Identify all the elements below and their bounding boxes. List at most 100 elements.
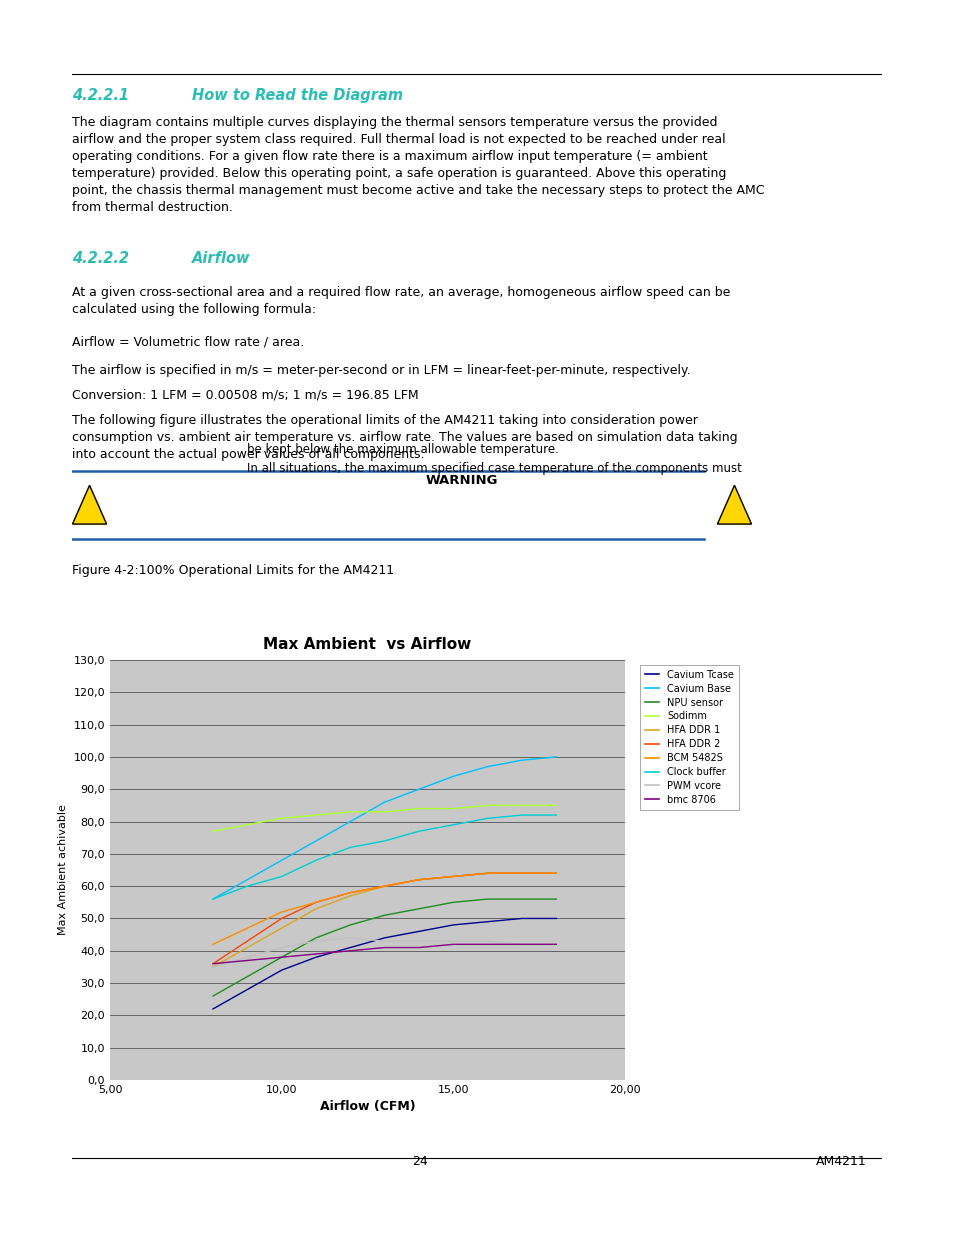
Clock buffer	[310, 853, 321, 868]
HFA DDR 2	[344, 885, 355, 900]
BCM 5482S	[447, 869, 458, 884]
HFA DDR 2	[241, 934, 253, 948]
NPU sensor	[447, 895, 458, 910]
Clock buffer	[413, 824, 424, 839]
BCM 5482S	[516, 866, 527, 881]
Cavium Base	[550, 750, 561, 764]
NPU sensor	[516, 892, 527, 906]
PWM vcore	[378, 934, 390, 948]
Text: The following figure illustrates the operational limits of the AM4211 taking int: The following figure illustrates the ope…	[71, 414, 737, 461]
Text: 4: 4	[86, 503, 92, 513]
Cavium Base	[516, 753, 527, 768]
Text: 24: 24	[412, 1155, 428, 1168]
Line: BCM 5482S: BCM 5482S	[213, 873, 556, 945]
HFA DDR 1	[516, 866, 527, 881]
Sodimm	[516, 798, 527, 813]
NPU sensor	[241, 969, 253, 984]
Cavium Tcase	[550, 911, 561, 926]
bmc 8706	[275, 950, 287, 965]
BCM 5482S	[481, 866, 493, 881]
HFA DDR 1	[275, 921, 287, 936]
Sodimm	[241, 818, 253, 832]
Cavium Base	[481, 760, 493, 774]
Polygon shape	[717, 485, 751, 524]
PWM vcore	[516, 937, 527, 952]
Cavium Tcase	[481, 914, 493, 929]
NPU sensor	[378, 908, 390, 923]
bmc 8706	[344, 944, 355, 958]
Sodimm	[378, 804, 390, 819]
Text: be kept below the maximum allowable temperature.: be kept below the maximum allowable temp…	[246, 443, 558, 456]
bmc 8706	[516, 937, 527, 952]
HFA DDR 2	[275, 911, 287, 926]
PWM vcore	[447, 934, 458, 948]
Title: Max Ambient  vs Airflow: Max Ambient vs Airflow	[263, 637, 471, 652]
bmc 8706	[310, 946, 321, 961]
HFA DDR 2	[516, 866, 527, 881]
Text: In all situations, the maximum specified case temperature of the components must: In all situations, the maximum specified…	[246, 462, 740, 474]
Text: Airflow: Airflow	[192, 251, 250, 266]
Text: Figure 4-2:100% Operational Limits for the AM4211: Figure 4-2:100% Operational Limits for t…	[71, 563, 394, 577]
Text: Airflow = Volumetric flow rate / area.: Airflow = Volumetric flow rate / area.	[71, 336, 303, 348]
Line: PWM vcore: PWM vcore	[213, 937, 556, 967]
PWM vcore	[550, 937, 561, 952]
PWM vcore	[207, 960, 218, 974]
Sodimm	[413, 802, 424, 816]
HFA DDR 1	[310, 902, 321, 916]
HFA DDR 2	[310, 895, 321, 910]
Text: www.kontron.com: www.kontron.com	[739, 1203, 880, 1218]
PWM vcore	[481, 934, 493, 948]
Text: At a given cross-sectional area and a required flow rate, an average, homogeneou: At a given cross-sectional area and a re…	[71, 285, 729, 316]
Clock buffer	[481, 811, 493, 826]
Cavium Tcase	[207, 1002, 218, 1016]
Cavium Tcase	[344, 940, 355, 955]
PWM vcore	[413, 934, 424, 948]
Cavium Tcase	[447, 918, 458, 932]
HFA DDR 1	[207, 960, 218, 974]
Cavium Tcase	[516, 911, 527, 926]
Cavium Tcase	[413, 924, 424, 939]
Text: The airflow is specified in m/s = meter-per-second or in LFM = linear-feet-per-m: The airflow is specified in m/s = meter-…	[71, 363, 689, 377]
BCM 5482S	[413, 872, 424, 887]
Text: Conversion: 1 LFM = 0.00508 m/s; 1 m/s = 196.85 LFM: Conversion: 1 LFM = 0.00508 m/s; 1 m/s =…	[71, 389, 417, 401]
X-axis label: Airflow (CFM): Airflow (CFM)	[319, 1100, 415, 1114]
Y-axis label: Max Ambient achivable: Max Ambient achivable	[58, 804, 68, 935]
Cavium Base	[378, 795, 390, 810]
Polygon shape	[72, 485, 107, 524]
Cavium Base	[241, 872, 253, 887]
Clock buffer	[275, 869, 287, 884]
HFA DDR 1	[550, 866, 561, 881]
Clock buffer	[207, 892, 218, 906]
Cavium Tcase	[378, 930, 390, 945]
Cavium Base	[344, 814, 355, 829]
Line: HFA DDR 2: HFA DDR 2	[213, 873, 556, 963]
BCM 5482S	[275, 904, 287, 919]
BCM 5482S	[378, 879, 390, 894]
PWM vcore	[310, 934, 321, 948]
bmc 8706	[207, 956, 218, 971]
HFA DDR 1	[344, 888, 355, 903]
PWM vcore	[275, 940, 287, 955]
Clock buffer	[516, 808, 527, 823]
Clock buffer	[550, 808, 561, 823]
HFA DDR 2	[481, 866, 493, 881]
BCM 5482S	[310, 895, 321, 910]
Sodimm	[310, 808, 321, 823]
Sodimm	[447, 802, 458, 816]
NPU sensor	[481, 892, 493, 906]
Line: HFA DDR 1: HFA DDR 1	[213, 873, 556, 967]
Text: WARNING: WARNING	[425, 474, 497, 487]
HFA DDR 2	[550, 866, 561, 881]
NPU sensor	[207, 988, 218, 1003]
Cavium Base	[447, 769, 458, 784]
Clock buffer	[378, 834, 390, 848]
BCM 5482S	[207, 937, 218, 952]
Clock buffer	[344, 840, 355, 855]
Sodimm	[275, 811, 287, 826]
Cavium Base	[207, 892, 218, 906]
bmc 8706	[550, 937, 561, 952]
Sodimm	[550, 798, 561, 813]
Cavium Base	[310, 834, 321, 848]
Text: How to Read the Diagram: How to Read the Diagram	[192, 88, 402, 103]
HFA DDR 2	[378, 879, 390, 894]
